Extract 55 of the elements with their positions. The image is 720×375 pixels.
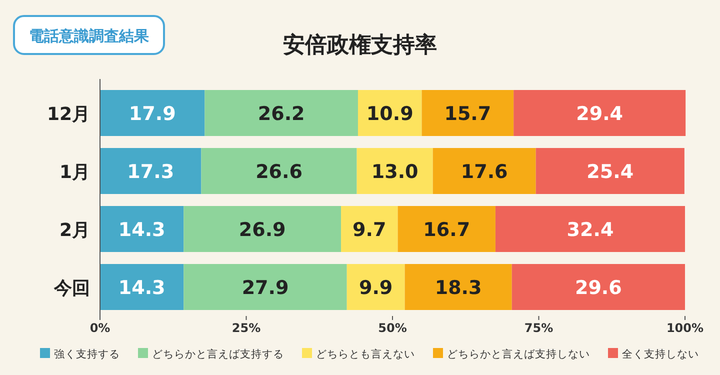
data-label: 17.6 <box>460 161 508 183</box>
legend-label: 強く支持する <box>54 348 120 360</box>
bar <box>356 148 433 194</box>
bar <box>432 148 536 194</box>
data-label: 26.6 <box>256 161 302 183</box>
bar <box>495 206 685 252</box>
data-label: 15.7 <box>444 103 492 125</box>
text: 電話意識調査結果 <box>29 27 150 45</box>
chart-title: 安倍政権支持率 <box>283 32 437 58</box>
data-label: 26.9 <box>238 219 286 241</box>
bar <box>422 90 514 136</box>
data-label: 17.9 <box>128 103 176 125</box>
bar <box>184 206 342 252</box>
data-label: 10.9 <box>366 103 414 125</box>
bar <box>514 90 686 136</box>
y-tick-label: 今回 <box>53 278 90 299</box>
bar <box>100 90 205 136</box>
legend-label: 全く支持しない <box>622 348 699 360</box>
x-tick-label: 75% <box>524 321 554 335</box>
legend-label: どちらとも言えない <box>316 348 415 360</box>
data-label: 16.7 <box>423 219 470 241</box>
data-label: 14.3 <box>118 277 166 299</box>
y-tick-label: 2月 <box>59 220 90 241</box>
data-label: 32.4 <box>566 219 614 241</box>
x-tick-label: 0% <box>90 321 110 335</box>
data-label: 17.3 <box>127 161 174 183</box>
data-label: 27.9 <box>242 277 289 299</box>
bar <box>100 148 202 194</box>
bar <box>204 90 358 136</box>
data-label: 29.6 <box>574 277 622 299</box>
x-tick-label: 25% <box>232 321 261 335</box>
bar <box>512 264 685 310</box>
y-tick-label: 1月 <box>59 162 90 183</box>
bar <box>184 264 347 310</box>
bar <box>346 264 405 310</box>
data-label: 13.0 <box>371 161 418 183</box>
data-label: 14.3 <box>118 219 166 241</box>
data-label: 25.4 <box>586 161 634 183</box>
data-label: 9.7 <box>352 219 386 241</box>
x-tick-label: 100% <box>666 321 704 335</box>
bar <box>398 206 496 252</box>
data-label: 9.9 <box>358 277 393 299</box>
bar <box>100 206 184 252</box>
bar <box>341 206 398 252</box>
data-label: 26.2 <box>258 103 305 125</box>
data-label: 18.3 <box>434 277 482 299</box>
bar <box>404 264 512 310</box>
data-label: 29.4 <box>576 103 624 125</box>
x-tick-label: 50% <box>378 321 407 335</box>
bar <box>536 148 684 194</box>
y-tick-label: 12月 <box>46 104 90 125</box>
legend-label: どちらかと言えば支持する <box>152 348 284 360</box>
legend-label: どちらかと言えば支持しない <box>447 348 590 360</box>
bar <box>201 148 357 194</box>
bar <box>100 264 184 310</box>
